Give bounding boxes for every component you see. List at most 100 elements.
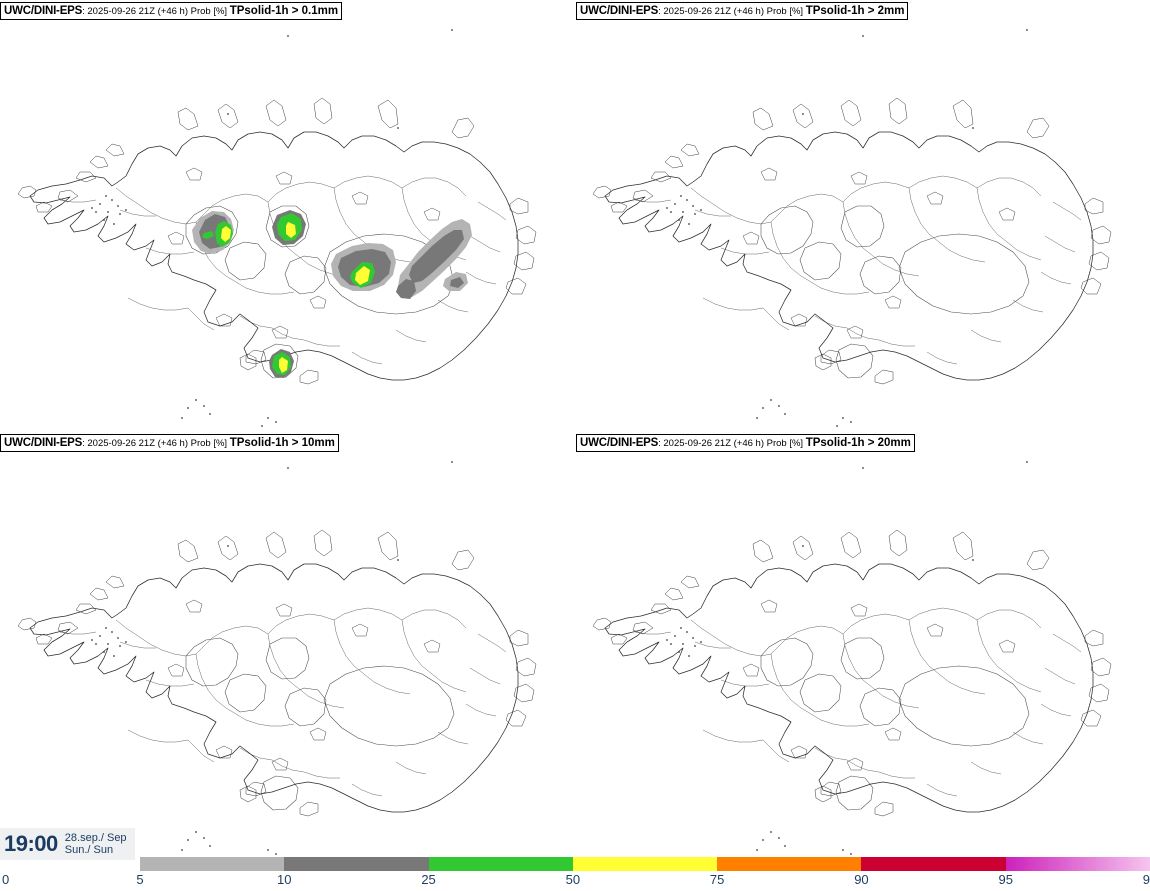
coast-detail-11 xyxy=(1026,117,1050,139)
coast-detail-4 xyxy=(89,587,109,601)
island-marker-12 xyxy=(451,29,453,31)
island-marker-7 xyxy=(678,219,680,221)
coast-detail-0 xyxy=(17,617,37,631)
inland-boundary-13 xyxy=(145,679,195,687)
inland-boundary-18 xyxy=(239,747,273,761)
lake-outline-4 xyxy=(742,231,760,245)
island-marker-19 xyxy=(181,849,183,851)
inland-boundary-13 xyxy=(720,679,770,687)
colorbar-wrap: 5 10 25 50 75 90 95 99 xyxy=(136,857,1150,887)
coast-detail-2 xyxy=(57,621,79,635)
lake-outline-7 xyxy=(271,757,289,771)
island-marker-15 xyxy=(770,399,772,401)
glacier-outline-0 xyxy=(185,637,239,687)
coast-detail-17 xyxy=(299,369,319,385)
island-marker-14 xyxy=(972,559,974,561)
inland-boundary-10 xyxy=(872,255,920,277)
colorbar-tick-95: 95 xyxy=(998,872,1013,887)
island-marker-7 xyxy=(103,651,105,653)
inland-boundary-17 xyxy=(187,307,215,331)
forecast-panel-0[interactable]: UWC/DINI-EPS: 2025-09-26 21Z (+46 h) Pro… xyxy=(0,0,575,432)
valid-time-box: 19:00 28.sep./ Sep Sun./ Sun xyxy=(0,828,135,860)
coast-detail-8 xyxy=(840,531,862,559)
coast-detail-8 xyxy=(265,99,287,127)
inland-boundary-21 xyxy=(469,667,501,685)
inland-boundary-4 xyxy=(976,609,1042,629)
inland-boundary-25 xyxy=(395,329,427,343)
inland-boundary-23 xyxy=(465,703,497,717)
lake-outline-1 xyxy=(850,603,868,617)
probability-colorbar[interactable] xyxy=(140,857,1150,871)
glacier-outline-1 xyxy=(265,205,310,248)
island-marker-15 xyxy=(195,399,197,401)
inland-boundary-19 xyxy=(271,327,305,341)
island-marker-22 xyxy=(836,425,838,427)
colorbar-segment-75-90 xyxy=(717,857,862,871)
island-marker-13 xyxy=(802,113,804,115)
forecast-panel-2[interactable]: UWC/DINI-EPS: 2025-09-26 21Z (+46 h) Pro… xyxy=(0,432,575,864)
lake-outline-2 xyxy=(351,623,369,637)
lake-outline-6 xyxy=(215,313,233,327)
inland-boundary-23 xyxy=(465,271,497,285)
forecast-panel-1[interactable]: UWC/DINI-EPS: 2025-09-26 21Z (+46 h) Pro… xyxy=(575,0,1150,432)
island-marker-2 xyxy=(99,203,101,205)
island-marker-8 xyxy=(113,655,115,657)
inland-boundary-14 xyxy=(694,209,731,217)
colorbar-zero-label: 0 xyxy=(2,872,10,887)
inland-boundary-4 xyxy=(401,177,467,197)
island-marker-17 xyxy=(187,407,189,409)
inland-boundary-1 xyxy=(770,625,844,655)
lake-outline-4 xyxy=(742,663,760,677)
forecast-panel-3[interactable]: UWC/DINI-EPS: 2025-09-26 21Z (+46 h) Pro… xyxy=(575,432,1150,864)
island-marker-0 xyxy=(680,195,682,197)
island-marker-3 xyxy=(692,205,694,207)
coast-detail-17 xyxy=(874,801,894,817)
coast-detail-8 xyxy=(840,99,862,127)
inland-boundary-10 xyxy=(297,687,345,709)
inland-boundary-26 xyxy=(351,351,383,365)
inland-boundary-24 xyxy=(437,299,469,313)
panel-title-0: UWC/DINI-EPS: 2025-09-26 21Z (+46 h) Pro… xyxy=(0,2,343,20)
coast-detail-14 xyxy=(1088,683,1110,703)
coast-detail-16 xyxy=(245,781,267,797)
glacier-outline-0 xyxy=(760,205,814,255)
island-marker-20 xyxy=(842,417,844,419)
island-marker-10 xyxy=(125,641,127,643)
island-marker-10 xyxy=(700,641,702,643)
island-marker-1 xyxy=(686,199,688,201)
inland-boundary-7 xyxy=(908,187,940,243)
panel-variable-label: TPsolid-1h > 20mm xyxy=(805,437,911,449)
island-marker-18 xyxy=(209,845,211,847)
coast-detail-15 xyxy=(1080,277,1102,295)
coast-detail-5 xyxy=(105,143,125,157)
inland-boundary-21 xyxy=(469,235,501,253)
probability-shading-0 xyxy=(192,210,472,378)
coast-detail-5 xyxy=(105,575,125,589)
coast-detail-7 xyxy=(217,103,239,129)
inland-boundary-0 xyxy=(690,619,772,657)
inland-boundary-20 xyxy=(303,771,340,779)
inland-boundary-20 xyxy=(878,339,915,347)
coast-detail-1 xyxy=(35,633,53,645)
island-marker-20 xyxy=(267,849,269,851)
lake-outline-4 xyxy=(167,663,185,677)
iceland-map-0 xyxy=(17,29,537,427)
island-marker-9 xyxy=(666,207,668,209)
valid-time-clock: 19:00 xyxy=(4,831,58,856)
coast-detail-2 xyxy=(57,189,79,203)
inland-boundary-14 xyxy=(694,641,731,649)
glacier-outline-5 xyxy=(835,775,874,811)
island-marker-17 xyxy=(762,407,764,409)
colorbar-tick-99: 99 xyxy=(1142,872,1150,887)
inland-boundary-3 xyxy=(333,175,403,189)
inland-boundary-17 xyxy=(762,307,790,331)
island-marker-2 xyxy=(99,635,101,637)
glacier-outline-4 xyxy=(323,665,455,747)
island-marker-1 xyxy=(111,199,113,201)
island-marker-15 xyxy=(195,831,197,833)
inland-boundary-13 xyxy=(720,247,770,255)
lake-outline-0 xyxy=(760,167,778,181)
colorbar-ticks: 5 10 25 50 75 90 95 99 xyxy=(136,871,1150,891)
inland-boundary-8 xyxy=(401,187,433,243)
island-marker-1 xyxy=(686,631,688,633)
